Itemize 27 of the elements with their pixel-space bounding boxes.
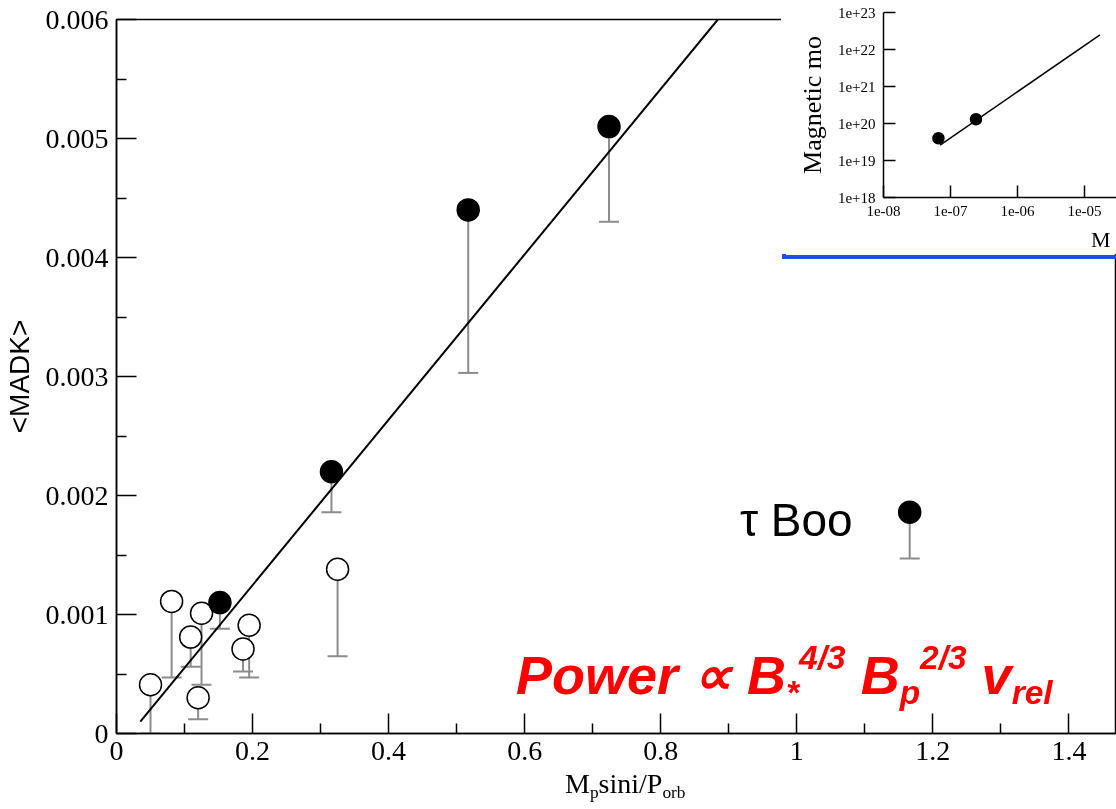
annotation: τ Boo (739, 494, 853, 547)
x-tick-label: 1e-06 (1000, 202, 1036, 219)
annotation: Power ∝ B$_{*}$$^{4/3}$ B$_{p}$$^{2/3}$ v$_{rel}$ (516, 638, 1053, 712)
y-tick-label: 0.001 (45, 598, 109, 630)
x-axis-title: M (1091, 227, 1111, 252)
y-tick-label: 1e+19 (837, 152, 876, 169)
y-tick-label: 0.002 (45, 479, 109, 511)
x-axis-title: M$_{p}$sini/P$_{orb}$ (565, 768, 686, 803)
y-axis-title: Magnetic mo (797, 36, 827, 174)
x-tick-label: 1e-07 (933, 202, 969, 219)
x-tick-label: 1 (789, 734, 804, 766)
y-tick-label: 0.006 (45, 3, 109, 35)
y-tick-label: 0.005 (45, 122, 109, 154)
y-tick-label: 1e+20 (837, 115, 876, 132)
y-tick-label: 0.004 (45, 241, 109, 273)
y-axis-title: <MADK> (3, 319, 35, 434)
x-tick-label: 1e-05 (1067, 202, 1102, 219)
x-tick-label: 0.6 (507, 734, 543, 766)
x-tick-label: 0.8 (643, 734, 679, 766)
x-tick-label: 1.4 (1051, 734, 1087, 766)
y-tick-label: 1e+23 (837, 4, 876, 21)
y-tick-label: 1e+22 (837, 41, 876, 58)
x-tick-label: 0.4 (371, 734, 407, 766)
x-tick-label: 0.2 (235, 734, 271, 766)
x-tick-label: 1.2 (915, 734, 951, 766)
y-tick-label: 1e+21 (837, 78, 876, 95)
y-tick-label: 0.003 (45, 360, 109, 392)
